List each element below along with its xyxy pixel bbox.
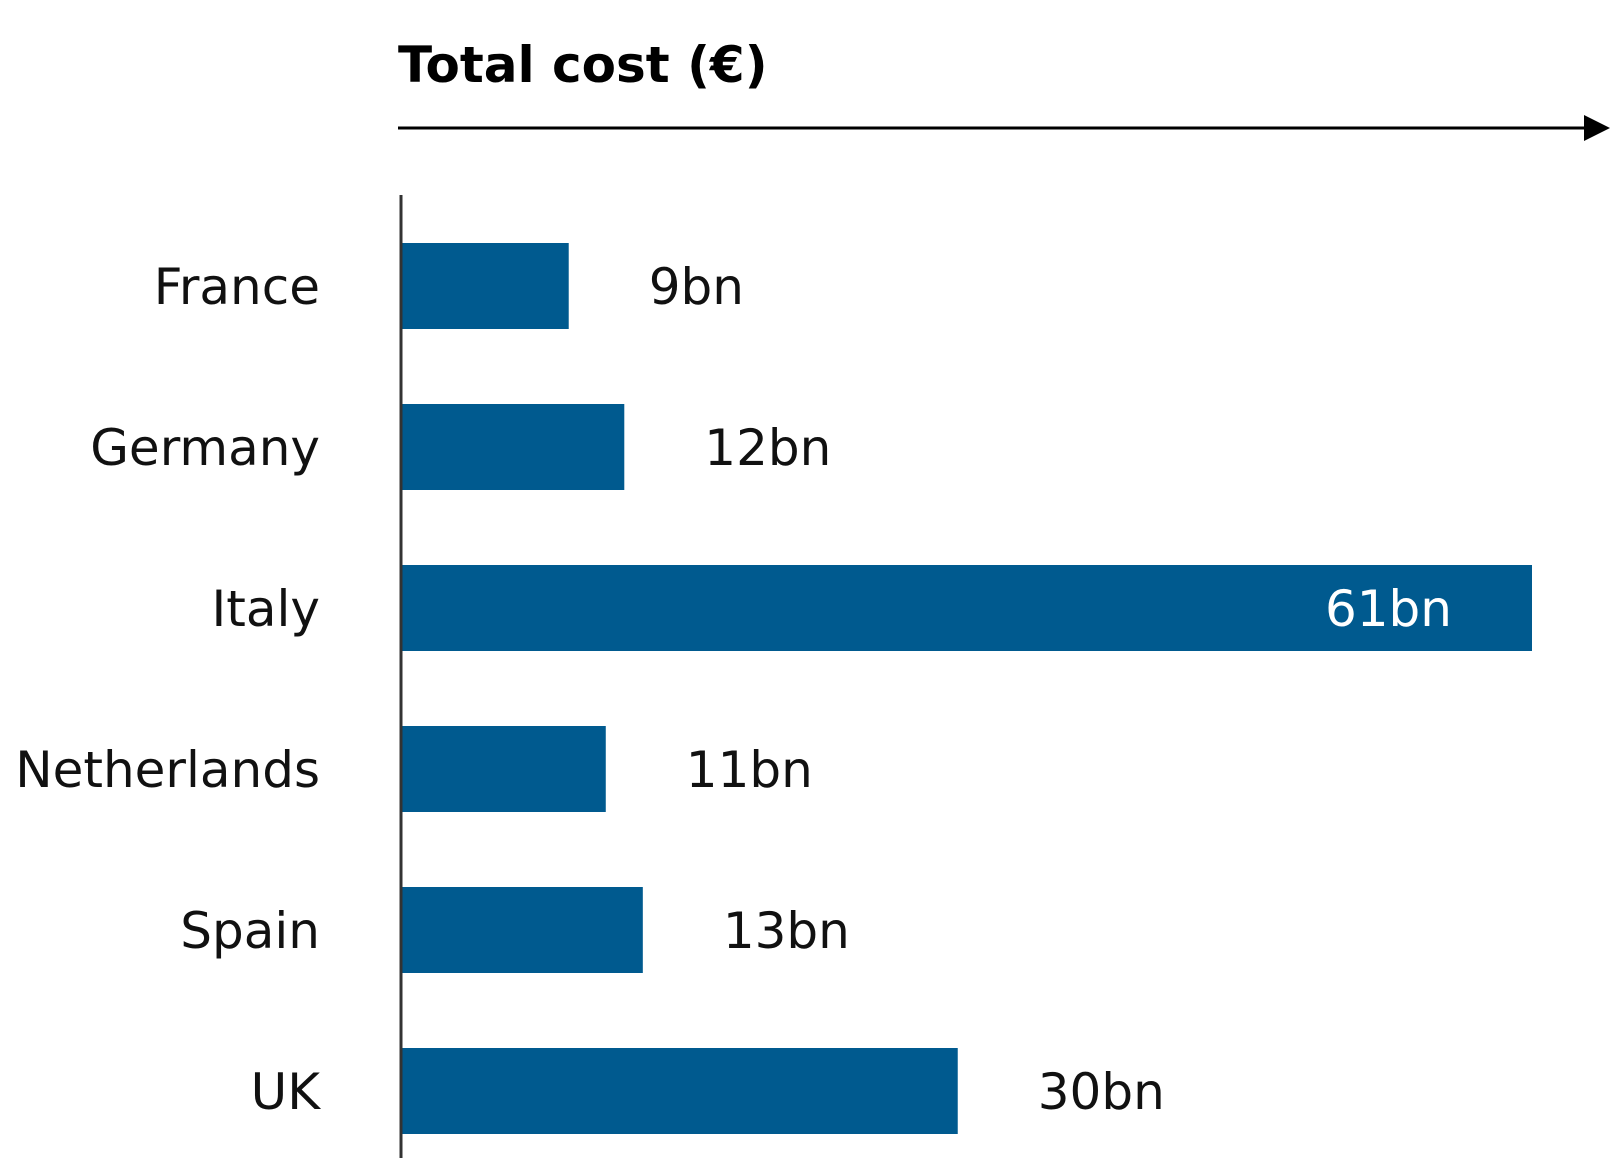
category-label: Italy: [212, 580, 320, 638]
value-label: 61bn: [1325, 580, 1452, 638]
axis-arrowhead-icon: [1584, 115, 1610, 141]
bar-netherlands: [402, 726, 606, 812]
category-label: Germany: [90, 419, 320, 477]
category-label: France: [154, 258, 320, 316]
bar-uk: [402, 1048, 958, 1134]
value-label: 13bn: [723, 902, 850, 960]
category-label: Spain: [180, 902, 320, 960]
bars-layer: France 9bn Germany 12bn Italy 61bn Netherlands…: [15, 243, 1532, 1134]
value-label: 9bn: [649, 258, 744, 316]
bar-spain: [402, 887, 643, 973]
bar-france: [402, 243, 569, 329]
category-label: Netherlands: [15, 741, 320, 799]
value-label: 11bn: [686, 741, 813, 799]
bar-germany: [402, 404, 625, 490]
value-label: 30bn: [1038, 1063, 1165, 1121]
axis-title: Total cost (€): [398, 36, 768, 94]
bar-italy: [402, 565, 1532, 651]
category-label: UK: [251, 1063, 322, 1121]
value-label: 12bn: [704, 419, 831, 477]
